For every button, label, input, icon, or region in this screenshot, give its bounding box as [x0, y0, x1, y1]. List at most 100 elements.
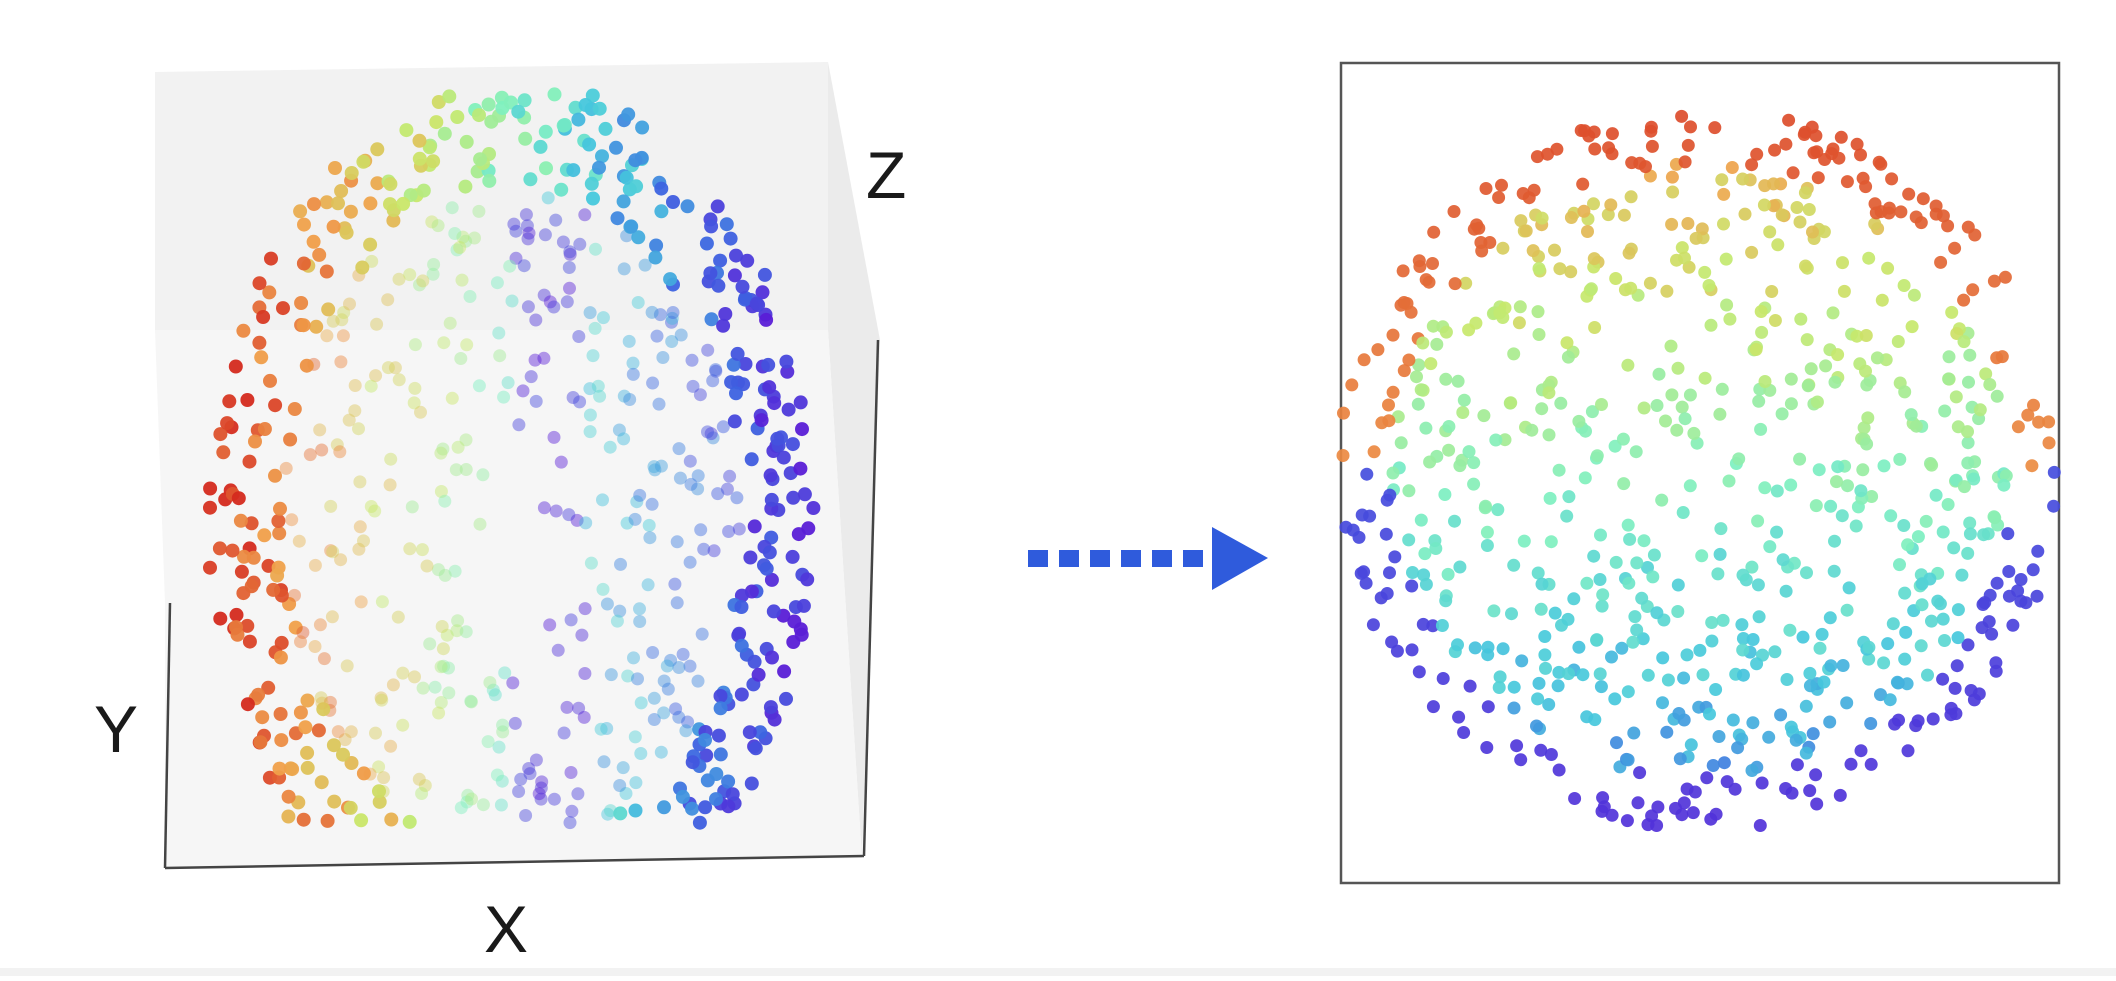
scatter-point [1915, 598, 1929, 612]
scatter-point [556, 235, 570, 249]
scatter-point [609, 140, 623, 155]
scatter-point [1752, 610, 1766, 624]
scatter-point [1671, 361, 1685, 375]
scatter-point [203, 500, 217, 515]
scatter-point [408, 381, 422, 395]
scatter-point [716, 318, 731, 333]
scatter-point [1531, 305, 1545, 319]
scatter-point [592, 160, 606, 175]
scatter-point [1824, 499, 1838, 513]
scatter-point [1961, 220, 1975, 234]
scatter-point [560, 295, 574, 309]
scatter-point [1911, 530, 1925, 544]
scatter-point [1609, 555, 1623, 569]
scatter-point [738, 357, 753, 371]
scatter-point [577, 710, 591, 724]
scatter-point [706, 431, 720, 445]
scatter-point [1426, 319, 1440, 333]
scatter-point [1627, 726, 1641, 740]
scatter-point [666, 195, 680, 209]
scatter-point [770, 431, 785, 446]
scatter-point [676, 647, 690, 661]
scatter-point [337, 306, 351, 319]
scatter-point [429, 115, 444, 130]
scatter-point [508, 716, 522, 730]
scatter-point [1955, 568, 1969, 582]
scatter-point [311, 723, 326, 738]
scatter-point [518, 131, 533, 146]
scatter-point [384, 812, 399, 827]
scatter-point [413, 278, 426, 292]
scatter-point [281, 789, 296, 804]
scatter-point [1713, 407, 1727, 421]
scatter-point [408, 670, 421, 684]
scatter-point [408, 338, 422, 352]
scatter-point [1564, 265, 1578, 279]
scatter-point [1700, 771, 1714, 785]
scatter-point [1594, 528, 1607, 542]
scatter-point [244, 516, 259, 531]
scatter-point [1672, 707, 1686, 720]
scatter-point [1941, 219, 1955, 233]
scatter-point [426, 267, 440, 281]
scatter-point [1779, 137, 1793, 151]
scatter-point [718, 307, 733, 321]
scatter-point [517, 259, 531, 273]
scatter-point [1812, 463, 1826, 477]
scatter-point [1731, 741, 1745, 755]
scatter-point [1493, 306, 1507, 320]
scatter-point [1587, 252, 1601, 266]
scatter-point [463, 290, 477, 303]
scatter-point [1435, 619, 1449, 632]
scatter-point [584, 556, 598, 570]
scatter-point [1576, 177, 1590, 191]
scatter-point [1755, 325, 1769, 339]
bottom-band [0, 968, 2116, 976]
scatter-point [1656, 651, 1670, 665]
scatter-point [631, 296, 645, 309]
scatter-point [1510, 739, 1524, 753]
scatter-point [1832, 151, 1846, 165]
scatter-point [554, 182, 569, 197]
scatter-point [437, 659, 451, 673]
scatter-point [1419, 273, 1433, 287]
scatter-point [392, 272, 406, 286]
scatter-point [1835, 509, 1849, 523]
scatter-point [1784, 397, 1798, 411]
scatter-point [356, 766, 371, 781]
scatter-point [1666, 185, 1680, 199]
scatter-point [516, 384, 530, 398]
scatter-point [713, 689, 728, 703]
scatter-point [1683, 479, 1697, 493]
scatter-point [617, 432, 631, 446]
scatter-point [1675, 241, 1689, 255]
scatter-point [268, 468, 282, 483]
scatter-point [711, 728, 726, 743]
scatter-point [547, 430, 561, 444]
scatter-point [1438, 488, 1452, 501]
scatter-point [557, 726, 571, 740]
scatter-point [1712, 730, 1726, 743]
scatter-point [264, 251, 278, 266]
scatter-point [1621, 685, 1635, 699]
scatter-point [1441, 567, 1455, 581]
scatter-point [1882, 206, 1896, 220]
scatter-point [1671, 578, 1685, 592]
scatter-point [1534, 602, 1548, 616]
scatter-point [1414, 383, 1428, 397]
scatter-point [1359, 576, 1373, 590]
scatter-point [776, 450, 791, 465]
scatter-point [681, 715, 695, 729]
scatter-point [596, 311, 610, 325]
scatter-point [1380, 587, 1394, 600]
scatter-point [306, 234, 321, 249]
scatter-point [1628, 610, 1642, 624]
scatter-point [331, 196, 345, 211]
scatter-point [1793, 215, 1807, 229]
scatter-point [330, 438, 344, 452]
scatter-point [800, 572, 815, 587]
scatter-point [1647, 548, 1661, 562]
scatter-point [693, 388, 707, 402]
scatter-point [412, 151, 427, 166]
scatter-point [1990, 389, 2004, 403]
